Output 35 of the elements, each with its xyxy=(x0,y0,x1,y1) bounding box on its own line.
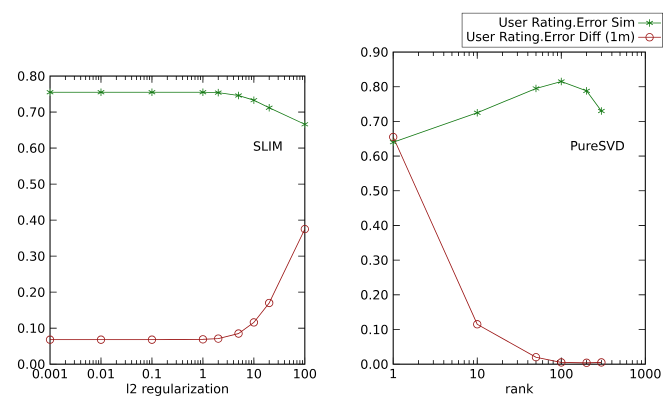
y-tick-label: 0.50 xyxy=(18,179,44,189)
y-tick-label: 0.70 xyxy=(18,107,44,117)
y-tick-label: 0.20 xyxy=(18,287,44,297)
x-tick-label: 10 xyxy=(247,368,262,378)
y-tick-label: 0.00 xyxy=(361,359,388,369)
x-tick-label: 10 xyxy=(470,368,484,378)
y-tick-label: 0.90 xyxy=(361,47,388,57)
y-tick-label: 0.40 xyxy=(361,220,388,230)
y-tick-label: 0.30 xyxy=(361,255,388,265)
x-tick-label: 100 xyxy=(294,368,316,378)
y-tick-label: 0.60 xyxy=(361,151,388,161)
x-axis-title: rank xyxy=(506,384,534,394)
y-tick-label: 0.20 xyxy=(361,290,388,300)
legend-label: User Rating.Error Diff (1m) xyxy=(467,31,634,44)
x-tick-label: 1 xyxy=(390,368,396,378)
x-tick-label: 1000 xyxy=(630,368,661,378)
y-tick-label: 0.60 xyxy=(18,143,44,153)
y-tick-label: 0.40 xyxy=(18,215,44,225)
x-tick-label: 0.1 xyxy=(142,368,161,378)
y-tick-label: 0.10 xyxy=(361,324,388,334)
x-tick-label: 100 xyxy=(550,368,573,378)
y-tick-label: 0.80 xyxy=(361,82,388,92)
x-tick-label: 0.001 xyxy=(32,368,68,378)
y-tick-label: 0.70 xyxy=(361,116,388,126)
y-tick-label: 0.30 xyxy=(18,251,44,261)
annotation: SLIM xyxy=(254,141,282,151)
y-tick-label: 0.80 xyxy=(18,71,44,81)
y-tick-label: 0.00 xyxy=(18,359,44,369)
y-tick-label: 0.50 xyxy=(361,186,388,196)
annotation: PureSVD xyxy=(571,140,624,150)
legend-label: User Rating.Error Sim xyxy=(500,17,634,30)
y-tick-label: 0.10 xyxy=(18,323,44,333)
x-axis-title: l2 regularization xyxy=(127,384,228,396)
x-tick-label: 1 xyxy=(200,368,206,378)
x-tick-label: 0.01 xyxy=(88,368,114,378)
